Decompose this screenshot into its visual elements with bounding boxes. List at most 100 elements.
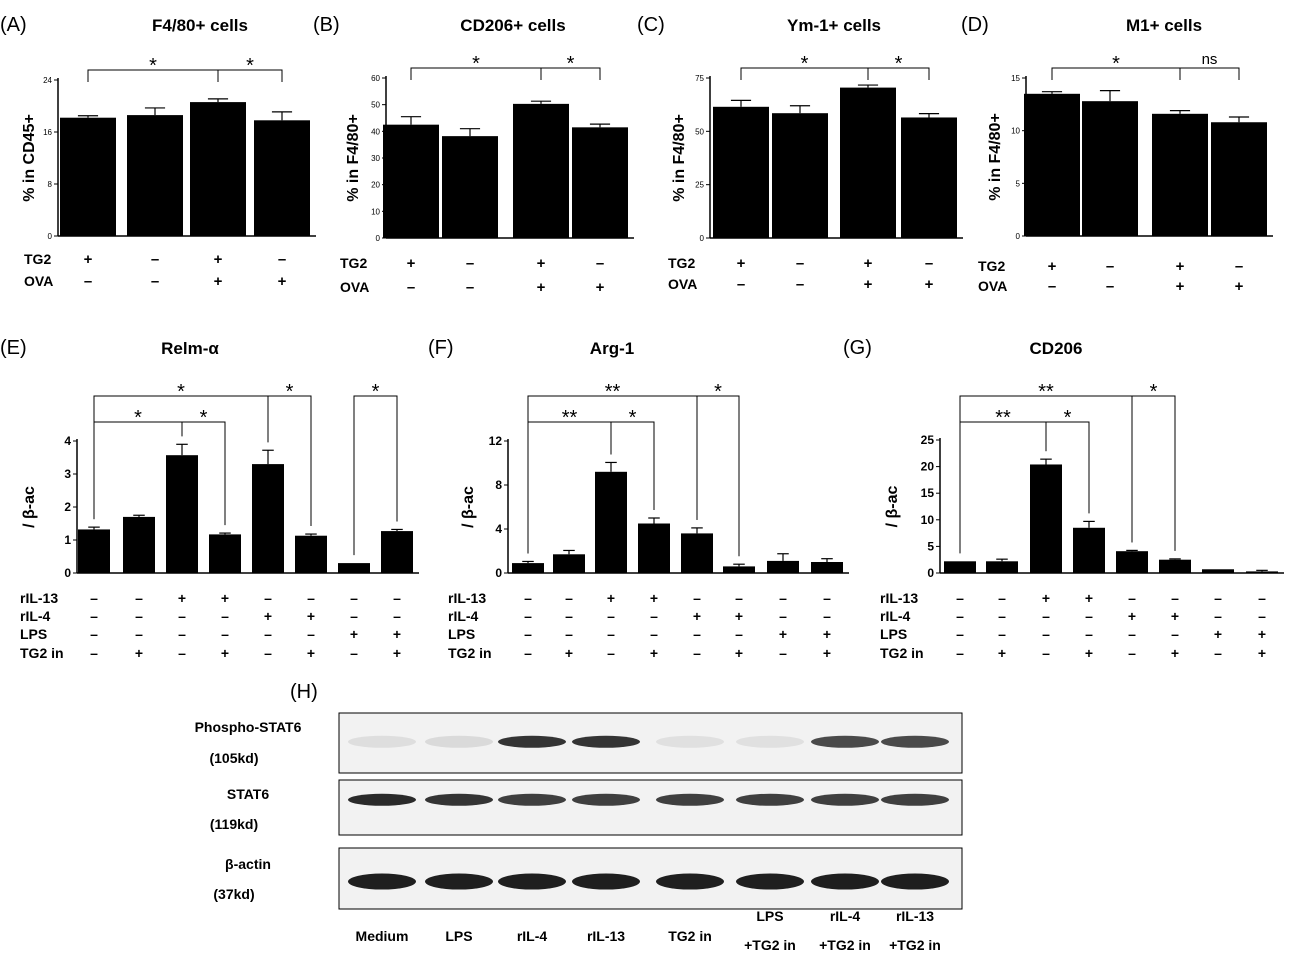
significance-label: *	[246, 55, 254, 77]
condition-label: TG2	[668, 255, 695, 271]
condition-mark: –	[264, 645, 272, 661]
y-tick-label: 50	[371, 101, 380, 110]
significance-label: *	[149, 55, 157, 77]
condition-mark: +	[998, 645, 1006, 661]
condition-mark: +	[214, 273, 223, 290]
condition-mark: +	[350, 626, 358, 642]
condition-mark: –	[524, 590, 532, 606]
panel-letter: (B)	[313, 14, 340, 36]
condition-mark: –	[1042, 645, 1050, 661]
significance-bracket	[1131, 395, 1176, 551]
significance-label: *	[629, 407, 637, 429]
blot-protein-label: STAT6	[227, 786, 269, 802]
significance-label: *	[801, 53, 809, 75]
y-tick-label: 25	[695, 181, 704, 190]
condition-mark: –	[90, 645, 98, 661]
condition-mark: –	[956, 645, 964, 661]
bar	[595, 471, 627, 573]
y-tick-label: 2	[64, 500, 71, 514]
condition-mark: –	[178, 608, 186, 624]
condition-mark: +	[135, 645, 143, 661]
y-axis-label: / β-ac	[21, 486, 38, 528]
blot-band	[811, 793, 879, 806]
blot-protein-label: Phospho-STAT6	[195, 719, 302, 735]
blot-panel: (H) Phospho-STAT6 (105kd) STAT6 (119kd) β-act…	[195, 681, 963, 953]
significance-label: *	[1112, 53, 1120, 75]
condition-mark: –	[565, 608, 573, 624]
blot-band	[498, 735, 566, 748]
condition-mark: –	[151, 273, 159, 290]
y-tick-label: 24	[43, 76, 52, 85]
bar	[1159, 559, 1191, 573]
condition-mark: –	[1171, 626, 1179, 642]
panel-letter: (G)	[843, 337, 872, 359]
condition-mark: –	[1235, 258, 1243, 275]
condition-mark: +	[596, 279, 605, 296]
panel-d: (D) M1+ cells % in F4/80+ 0 5 10 15 * ns TG2 + – + – O…	[961, 14, 1273, 295]
condition-mark: +	[1048, 258, 1057, 275]
blot-lane-label: TG2 in	[668, 928, 712, 944]
y-tick-label: 75	[695, 74, 704, 83]
condition-mark: +	[1128, 608, 1136, 624]
condition-mark: –	[221, 626, 229, 642]
bar	[252, 464, 284, 573]
blot-band	[736, 793, 804, 806]
y-tick-label: 20	[921, 460, 935, 474]
blot-size-label: (119kd)	[210, 816, 258, 832]
condition-mark: +	[1171, 645, 1179, 661]
y-tick-label: 0	[64, 566, 71, 580]
significance-bracket	[1179, 67, 1240, 80]
condition-mark: –	[151, 251, 159, 268]
significance-label: *	[134, 407, 142, 429]
condition-label: TG2	[24, 251, 51, 267]
condition-mark: +	[693, 608, 701, 624]
bar	[1024, 93, 1080, 236]
bar	[1211, 122, 1267, 236]
condition-mark: –	[779, 608, 787, 624]
condition-mark: –	[1042, 626, 1050, 642]
condition-mark: –	[998, 590, 1006, 606]
condition-mark: –	[925, 255, 933, 272]
condition-mark: –	[1214, 645, 1222, 661]
significance-label: *	[200, 407, 208, 429]
condition-mark: +	[1085, 590, 1093, 606]
condition-mark: –	[524, 645, 532, 661]
blot-band	[656, 873, 724, 890]
condition-mark: +	[407, 255, 416, 272]
condition-mark: +	[823, 626, 831, 642]
y-tick-label: 10	[921, 513, 935, 527]
condition-mark: –	[607, 626, 615, 642]
panel-letter: (D)	[961, 14, 989, 36]
condition-mark: +	[1176, 258, 1185, 275]
condition-mark: –	[350, 608, 358, 624]
significance-label: **	[995, 407, 1011, 429]
condition-mark: –	[650, 608, 658, 624]
condition-mark: –	[693, 590, 701, 606]
condition-mark: +	[393, 645, 401, 661]
significance-label: ns	[1202, 51, 1218, 68]
significance-label: *	[567, 53, 575, 75]
bar	[513, 103, 569, 238]
panel-letter: (E)	[0, 337, 27, 359]
y-tick-label: 16	[43, 128, 52, 137]
y-tick-label: 5	[927, 539, 934, 553]
condition-mark: +	[565, 645, 573, 661]
panel-letter: (C)	[637, 14, 665, 36]
bar	[772, 113, 828, 238]
blot-band	[572, 873, 640, 890]
bar	[767, 560, 799, 573]
condition-mark: +	[307, 645, 315, 661]
y-tick-label: 40	[371, 127, 380, 136]
y-axis-label: % in F4/80+	[345, 114, 362, 202]
bar	[295, 535, 327, 573]
panel-letter: (F)	[428, 337, 454, 359]
condition-mark: –	[524, 626, 532, 642]
y-tick-label: 0	[1016, 232, 1021, 241]
blot-lane-label: rIL-4	[517, 928, 548, 944]
chart-title: Relm-α	[161, 339, 219, 358]
condition-mark: +	[1085, 645, 1093, 661]
blot-lane-label: +TG2 in	[744, 937, 796, 953]
condition-mark: –	[1128, 590, 1136, 606]
y-tick-label: 1	[64, 533, 71, 547]
